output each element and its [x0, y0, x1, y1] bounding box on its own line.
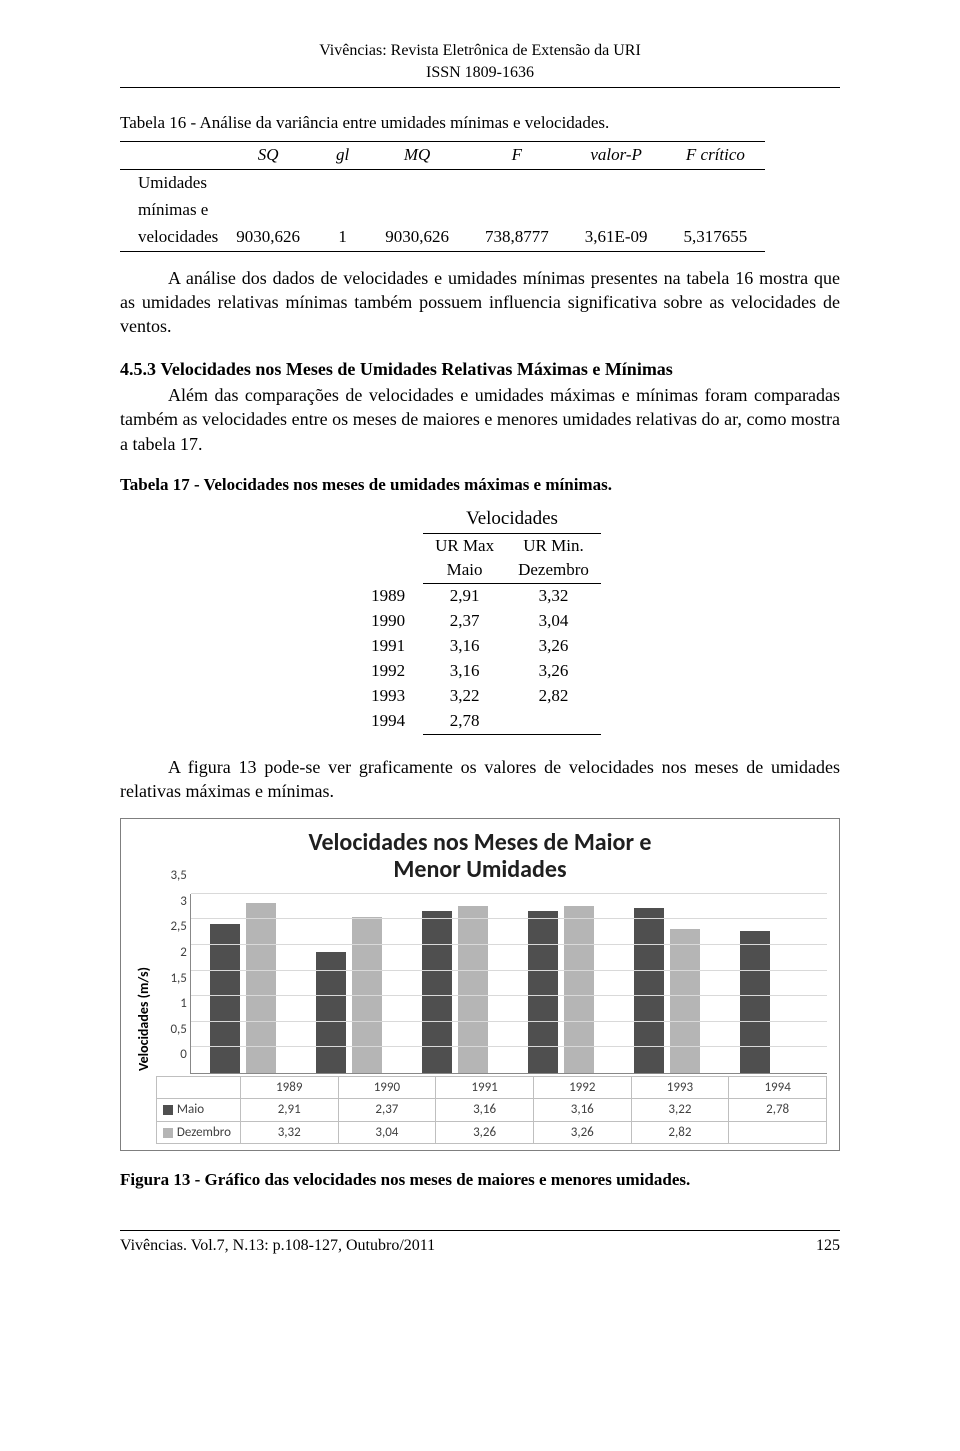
t17-r4-min: 2,82: [506, 684, 601, 709]
chart-bar: [210, 924, 240, 1073]
figure13-caption: Figura 13 - Gráfico das velocidades nos …: [120, 1169, 840, 1192]
chart-cell: 3,04: [338, 1121, 436, 1144]
subheading-number: 4.5.3: [120, 359, 156, 379]
chart-xtick: 1990: [338, 1076, 436, 1099]
chart-ytick: 3,5: [157, 867, 187, 885]
t17-r4-max: 3,22: [423, 684, 506, 709]
chart-bar: [564, 906, 594, 1073]
t16-rowlabel-3: velocidades: [120, 224, 218, 251]
t17-r5-max: 2,78: [423, 709, 506, 734]
subheading-title: Velocidades nos Meses de Umidades Relati…: [161, 359, 673, 379]
chart-bar: [740, 931, 770, 1073]
chart-bar: [528, 911, 558, 1073]
chart-bar: [634, 908, 664, 1073]
t17-r5-min: [506, 709, 601, 734]
chart-title-l1: Velocidades nos Meses de Maior e: [308, 828, 651, 857]
t16-v2: 9030,626: [367, 224, 467, 251]
chart-cell: 3,26: [533, 1121, 631, 1144]
t17-y-0: 1989: [359, 584, 423, 609]
t16-rowlabel-1: Umidades: [120, 170, 218, 197]
chart-xtick: 1991: [436, 1076, 534, 1099]
t16-h-sq: SQ: [218, 142, 318, 170]
chart-cell: 3,16: [436, 1099, 534, 1122]
t17-r0-max: 2,91: [423, 584, 506, 609]
chart-ytick: 0: [157, 1046, 187, 1064]
t17-subh-1: Dezembro: [506, 558, 601, 583]
chart-ytick: 2,5: [157, 919, 187, 937]
chart-xtick: 1992: [533, 1076, 631, 1099]
t16-v3: 738,8777: [467, 224, 567, 251]
t16-h-f: F: [467, 142, 567, 170]
chart-data-table: 198919901991199219931994Maio2,912,373,16…: [156, 1076, 827, 1145]
t16-v1: 1: [318, 224, 367, 251]
footer-right: 125: [816, 1235, 840, 1257]
footer-left: Vivências. Vol.7, N.13: p.108-127, Outub…: [120, 1235, 435, 1257]
chart-figure-13: Velocidades nos Meses de Maior e Menor U…: [120, 818, 840, 1152]
table16-caption: Tabela 16 - Análise da variância entre u…: [120, 112, 840, 135]
chart-title: Velocidades nos Meses de Maior e Menor U…: [133, 829, 827, 884]
chart-title-l2: Menor Umidades: [393, 855, 566, 884]
t17-r1-min: 3,04: [506, 609, 601, 634]
chart-series-label: Maio: [156, 1099, 240, 1122]
t17-r2-max: 3,16: [423, 634, 506, 659]
table17-caption: Tabela 17 - Velocidades nos meses de umi…: [120, 474, 840, 497]
t17-colh-0: UR Max: [423, 533, 506, 558]
chart-series-label: Dezembro: [156, 1121, 240, 1144]
footer-rule: [120, 1230, 840, 1231]
chart-ytick: 1: [157, 995, 187, 1013]
chart-ytick: 1,5: [157, 970, 187, 988]
chart-cell: 3,16: [533, 1099, 631, 1122]
t16-h-p: valor-P: [567, 142, 666, 170]
chart-cell: 2,91: [240, 1099, 338, 1122]
t16-h-fc: F crítico: [666, 142, 766, 170]
chart-xtick: 1994: [729, 1076, 827, 1099]
t17-y-5: 1994: [359, 709, 423, 734]
chart-bar: [458, 906, 488, 1073]
t16-h-mq: MQ: [367, 142, 467, 170]
para-after-t16: A análise dos dados de velocidades e umi…: [120, 266, 840, 339]
subheading: 4.5.3 Velocidades nos Meses de Umidades …: [120, 357, 840, 381]
chart-bar: [422, 911, 452, 1073]
chart-ytick: 3: [157, 893, 187, 911]
t17-r0-min: 3,32: [506, 584, 601, 609]
t17-colh-1: UR Min.: [506, 533, 601, 558]
chart-cell: 2,37: [338, 1099, 436, 1122]
header-rule: [120, 87, 840, 88]
t16-rowlabel-2: mínimas e: [120, 197, 218, 224]
chart-ytick: 2: [157, 944, 187, 962]
chart-cell: 3,26: [436, 1121, 534, 1144]
t17-r1-max: 2,37: [423, 609, 506, 634]
chart-cell: [729, 1121, 827, 1144]
t16-h-gl: gl: [318, 142, 367, 170]
t17-subh-0: Maio: [423, 558, 506, 583]
t17-r3-min: 3,26: [506, 659, 601, 684]
chart-ytick: 0,5: [157, 1021, 187, 1039]
table16: SQ gl MQ F valor-P F crítico Umidades mí…: [120, 141, 765, 256]
para-subheading: Além das comparações de velocidades e um…: [120, 383, 840, 456]
t17-r3-max: 3,16: [423, 659, 506, 684]
para-before-fig: A figura 13 pode-se ver graficamente os …: [120, 755, 840, 804]
chart-ylabel: Velocidades (m/s): [133, 967, 156, 1071]
t16-v4: 3,61E-09: [567, 224, 666, 251]
t17-y-3: 1992: [359, 659, 423, 684]
chart-xtick: 1993: [631, 1076, 729, 1099]
chart-cell: 3,22: [631, 1099, 729, 1122]
t17-superheader: Velocidades: [423, 505, 601, 533]
running-head-line2: ISSN 1809-1636: [120, 62, 840, 84]
chart-bar: [670, 929, 700, 1073]
t17-y-2: 1991: [359, 634, 423, 659]
table17: Velocidades UR Max UR Min. Maio Dezembro…: [359, 505, 601, 735]
t17-y-4: 1993: [359, 684, 423, 709]
t16-v0: 9030,626: [218, 224, 318, 251]
t17-r2-min: 3,26: [506, 634, 601, 659]
chart-xtick: 1989: [240, 1076, 338, 1099]
chart-cell: 2,78: [729, 1099, 827, 1122]
t17-y-1: 1990: [359, 609, 423, 634]
t16-v5: 5,317655: [666, 224, 766, 251]
chart-cell: 3,32: [240, 1121, 338, 1144]
chart-bar: [246, 903, 276, 1073]
running-head-line1: Vivências: Revista Eletrônica de Extensã…: [120, 40, 840, 62]
chart-cell: 2,82: [631, 1121, 729, 1144]
chart-plot-area: 00,511,522,533,5: [190, 894, 827, 1074]
